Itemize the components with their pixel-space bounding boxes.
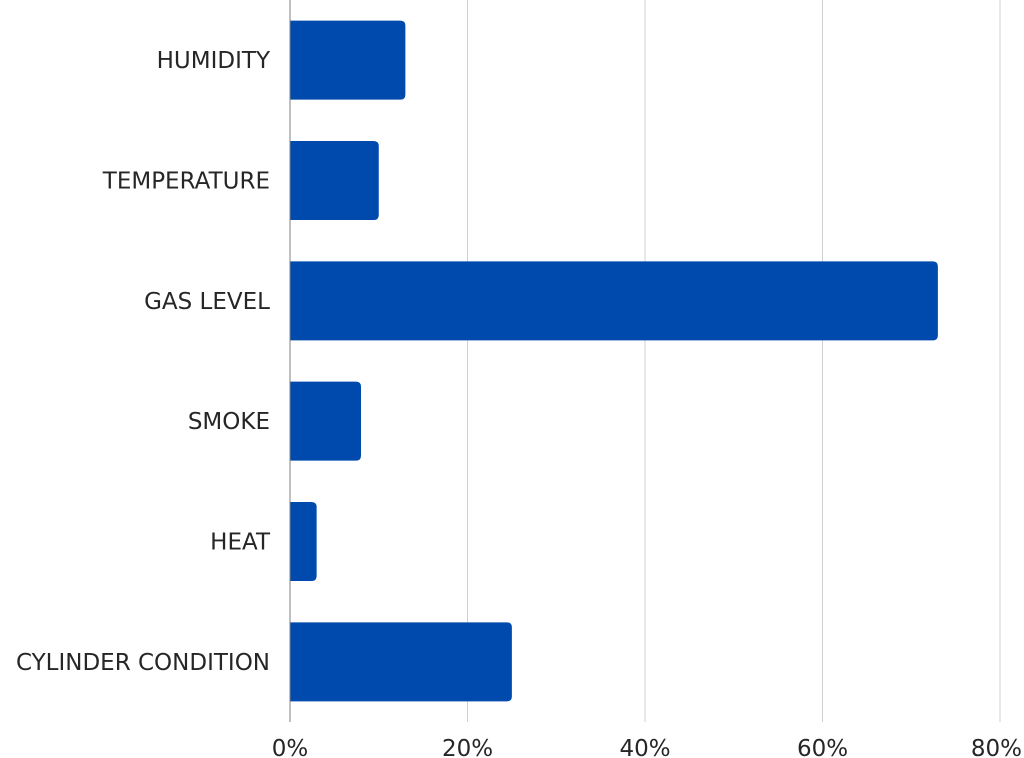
x-tick-label: 40% <box>619 736 670 758</box>
bar-gas-level <box>290 261 938 341</box>
category-label: TEMPERATURE <box>102 169 270 195</box>
category-label: HUMIDITY <box>157 48 271 74</box>
gridlines <box>467 0 1001 722</box>
bar-humidity <box>290 20 406 100</box>
x-tick-label: 0% <box>272 736 309 758</box>
category-label: GAS LEVEL <box>144 289 270 315</box>
category-label: SMOKE <box>188 409 270 435</box>
x-tick-label: 60% <box>797 736 848 758</box>
x-tick-label: 20% <box>442 736 493 758</box>
category-labels: HUMIDITY TEMPERATURE GAS LEVEL SMOKE HEAT CYL… <box>16 48 271 676</box>
category-label: CYLINDER CONDITION <box>16 650 270 676</box>
bar-smoke <box>290 381 361 461</box>
bar-heat <box>290 502 317 581</box>
bars <box>290 20 938 702</box>
bar-cylinder-condition <box>290 622 512 702</box>
category-label: HEAT <box>210 530 271 556</box>
x-tick-label: 80% <box>971 736 1022 758</box>
bar-temperature <box>290 141 379 220</box>
x-tick-labels: 0% 20% 40% 60% 80% <box>272 736 1022 758</box>
